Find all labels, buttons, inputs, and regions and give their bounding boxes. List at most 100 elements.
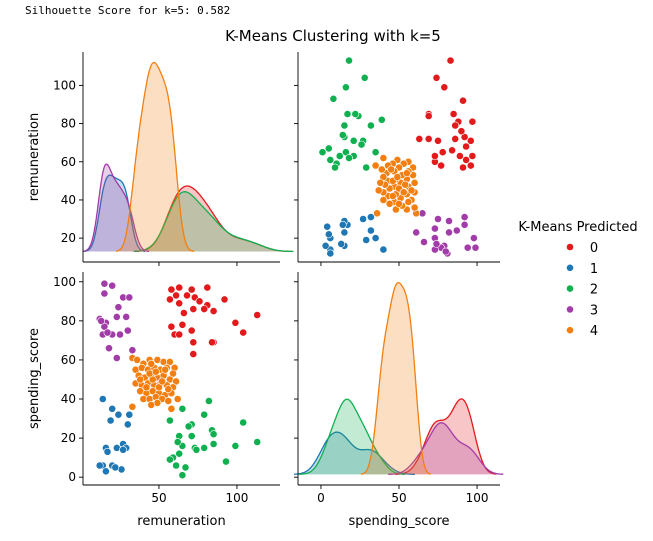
point-cluster-4: [393, 173, 402, 181]
point-cluster-4: [161, 365, 170, 374]
point-cluster-0: [424, 134, 433, 143]
point-cluster-0: [239, 328, 248, 337]
point-cluster-3: [112, 312, 121, 321]
point-cluster-4: [379, 154, 388, 162]
point-cluster-3: [100, 279, 109, 288]
point-cluster-3: [432, 239, 441, 248]
point-cluster-1: [119, 445, 127, 454]
point-cluster-2: [222, 457, 230, 466]
kde-line-cluster-2: [299, 398, 406, 475]
point-cluster-4: [147, 400, 156, 409]
kde-fill-cluster-4: [116, 62, 195, 252]
point-cluster-2: [187, 432, 196, 440]
point-cluster-0: [175, 330, 184, 339]
point-cluster-0: [178, 320, 187, 329]
point-cluster-1: [123, 420, 132, 429]
point-cluster-2: [357, 140, 366, 149]
kde-line-cluster-4: [116, 61, 195, 252]
x-tick-label: 50: [391, 491, 406, 505]
point-cluster-3: [112, 354, 121, 362]
point-cluster-2: [231, 441, 240, 450]
point-cluster-1: [125, 410, 134, 419]
point-cluster-0: [187, 326, 196, 335]
point-cluster-2: [341, 83, 350, 92]
point-cluster-4: [142, 383, 151, 392]
point-cluster-3: [128, 346, 137, 355]
silhouette-score-text: Silhouette Score for k=5: 0.582: [25, 4, 231, 17]
legend-label: 4: [590, 324, 598, 339]
y-axis-label-remuneration: remuneration: [27, 113, 42, 201]
point-cluster-4: [379, 196, 388, 204]
point-cluster-2: [345, 154, 353, 162]
kde-fill-cluster-3: [82, 164, 150, 252]
point-cluster-1: [321, 241, 330, 250]
legend-marker: [566, 263, 574, 272]
point-cluster-1: [324, 230, 333, 239]
point-cluster-3: [430, 224, 439, 233]
point-cluster-2: [371, 148, 380, 157]
kde-fill-cluster-0: [395, 398, 497, 475]
x-tick-label: 100: [225, 491, 248, 505]
point-cluster-1: [95, 461, 104, 470]
point-cluster-0: [448, 146, 456, 155]
point-cluster-3: [123, 326, 132, 335]
legend-title: K-Means Predicted: [518, 220, 637, 235]
point-cluster-2: [200, 410, 209, 419]
point-cluster-1: [103, 447, 112, 456]
kde-fill-cluster-2: [133, 191, 294, 252]
legend: K-Means Predicted 0 1 2 3 4: [518, 220, 637, 339]
legend-item-0: 0: [566, 241, 598, 256]
point-cluster-0: [208, 338, 216, 347]
kde-line-cluster-1: [83, 174, 145, 253]
y-tick-label: 60: [61, 155, 76, 169]
point-cluster-3: [460, 220, 469, 229]
point-cluster-3: [460, 213, 469, 221]
point-cluster-0: [179, 309, 188, 317]
point-cluster-4: [158, 377, 166, 386]
point-cluster-1: [337, 239, 346, 248]
point-cluster-0: [200, 305, 209, 313]
point-cluster-3: [434, 215, 442, 223]
y-tick-label: 80: [61, 117, 76, 131]
point-cluster-0: [462, 155, 470, 164]
chart-title: K-Means Clustering with k=5: [225, 27, 441, 45]
point-cluster-1: [359, 215, 367, 223]
kde-fill-cluster-4: [360, 282, 431, 475]
panel-spending_score-vs-remuneration: 50 100 0 20 40 60 80 100: [53, 272, 280, 505]
point-cluster-0: [231, 318, 240, 327]
point-cluster-4: [371, 161, 380, 170]
point-cluster-0: [434, 136, 442, 145]
point-cluster-1: [371, 234, 380, 242]
point-cluster-0: [424, 112, 433, 120]
y-axis-label-spending_score: spending_score: [27, 328, 42, 429]
kde-line-cluster-2: [133, 191, 294, 253]
kde-line-cluster-4: [360, 281, 432, 475]
point-cluster-0: [459, 96, 467, 105]
point-cluster-4: [147, 359, 156, 368]
point-cluster-2: [338, 131, 347, 139]
point-cluster-1: [338, 220, 347, 229]
point-cluster-2: [175, 449, 184, 458]
point-cluster-4: [128, 402, 137, 411]
point-cluster-0: [466, 161, 475, 170]
point-cluster-2: [165, 455, 174, 464]
legend-item-3: 3: [566, 303, 598, 318]
legend-item-4: 4: [566, 324, 598, 339]
point-cluster-2: [209, 430, 218, 439]
point-cluster-1: [98, 395, 107, 403]
x-axis-label-spending_score: spending_score: [348, 514, 449, 529]
point-cluster-3: [471, 243, 480, 252]
point-cluster-0: [438, 148, 447, 157]
point-cluster-2: [349, 136, 358, 145]
x-tick-label: 0: [317, 491, 325, 505]
point-cluster-3: [105, 344, 113, 353]
legend-label: 2: [590, 283, 598, 298]
point-cluster-3: [100, 289, 109, 298]
legend-marker: [566, 243, 574, 251]
point-cluster-2: [178, 471, 187, 480]
point-cluster-3: [122, 312, 131, 321]
point-cluster-2: [324, 144, 333, 153]
point-cluster-0: [253, 311, 262, 319]
point-cluster-3: [445, 228, 453, 237]
point-cluster-0: [167, 322, 176, 331]
